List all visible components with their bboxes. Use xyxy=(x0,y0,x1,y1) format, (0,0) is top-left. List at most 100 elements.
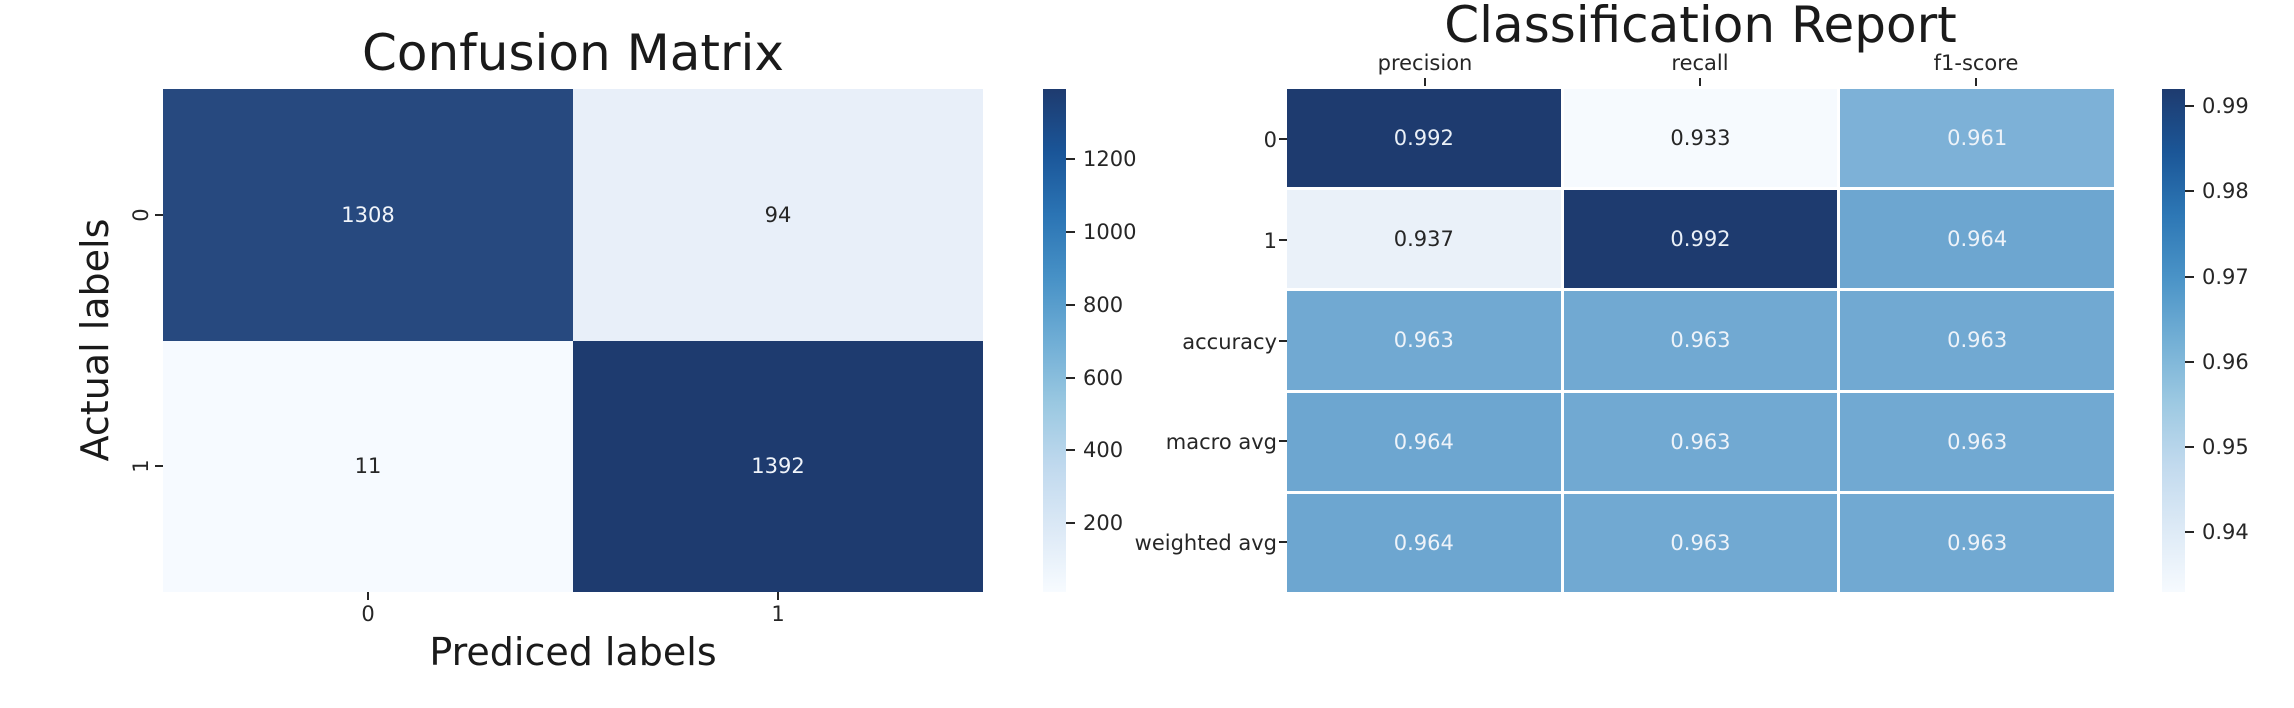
confusion-matrix-cell-0-1: 94 xyxy=(573,89,983,341)
left-tick-mark xyxy=(1279,440,1287,442)
confusion-matrix-heatmap: 1308 94 11 1392 xyxy=(163,89,983,592)
tick-dash xyxy=(1066,303,1075,306)
report-cell: 0.961 xyxy=(1840,89,2114,188)
cell-value: 1308 xyxy=(341,202,395,227)
report-cell: 0.963 xyxy=(1840,392,2114,491)
top-tick-mark xyxy=(1975,78,1977,86)
top-tick-mark xyxy=(1699,78,1701,86)
colorbar-tick-label: 0.94 xyxy=(2202,520,2249,545)
colorbar-tick-label: 0.98 xyxy=(2202,179,2249,204)
cell-value: 0.963 xyxy=(1947,328,2008,353)
report-cell: 0.963 xyxy=(1840,291,2114,390)
cell-value: 0.963 xyxy=(1947,429,2008,454)
row-label-0: 0 xyxy=(1263,128,1277,152)
confusion-matrix-title: Confusion Matrix xyxy=(361,24,785,82)
y-tick-mark xyxy=(155,465,163,467)
left-tick-mark xyxy=(1279,138,1287,140)
x-tick-label-0: 0 xyxy=(361,602,375,626)
tick-dash xyxy=(1066,449,1075,452)
y-axis-label: Actual labels xyxy=(73,218,117,462)
classification-report-heatmap: 0.992 0.933 0.961 0.937 0.992 0.964 0.96… xyxy=(1287,89,2114,592)
colorbar-tick-label: 0.97 xyxy=(2202,264,2249,289)
cell-value: 0.963 xyxy=(1670,429,1731,454)
cell-value: 11 xyxy=(354,454,382,479)
report-cell: 0.963 xyxy=(1563,291,1838,390)
colorbar-tick-label: 800 xyxy=(1083,292,1124,317)
colorbar-tick: 0.99 xyxy=(2185,94,2249,118)
colorbar-tick: 600 xyxy=(1066,366,1123,390)
confusion-matrix-cell-1-1: 1392 xyxy=(573,340,983,592)
cell-value: 0.963 xyxy=(1393,328,1454,353)
confusion-matrix-colorbar-ticks: 1200 1000 800 600 400 200 xyxy=(1066,89,1196,592)
cell-value: 0.963 xyxy=(1947,530,2008,555)
x-tick-mark xyxy=(367,592,369,600)
column-header-f1-score: f1-score xyxy=(1933,51,2019,75)
confusion-matrix-colorbar xyxy=(1043,89,1066,592)
colorbar-tick-label: 0.99 xyxy=(2202,94,2249,119)
cell-value: 0.961 xyxy=(1947,126,2008,151)
tick-dash xyxy=(2185,446,2194,449)
colorbar-tick: 400 xyxy=(1066,438,1123,462)
column-header-recall: recall xyxy=(1671,51,1729,75)
tick-dash xyxy=(2185,361,2194,364)
report-cell: 0.964 xyxy=(1287,493,1561,592)
cell-value: 0.964 xyxy=(1393,530,1454,555)
row-label-weighted-avg: weighted avg xyxy=(1134,531,1277,555)
report-cell: 0.933 xyxy=(1563,89,1838,188)
colorbar-tick-label: 200 xyxy=(1083,511,1124,536)
colorbar-tick-label: 600 xyxy=(1083,365,1124,390)
confusion-matrix-cell-0-0: 1308 xyxy=(163,89,573,341)
report-cell: 0.963 xyxy=(1287,291,1561,390)
colorbar-tick: 200 xyxy=(1066,511,1123,535)
report-cell: 0.963 xyxy=(1563,493,1838,592)
row-label-1: 1 xyxy=(1263,229,1277,253)
cell-value: 0.964 xyxy=(1393,429,1454,454)
colorbar-tick: 800 xyxy=(1066,293,1123,317)
colorbar-tick: 1200 xyxy=(1066,147,1136,171)
tick-dash xyxy=(2185,275,2194,278)
cell-value: 0.964 xyxy=(1947,227,2008,252)
colorbar-tick-label: 400 xyxy=(1083,438,1124,463)
report-cell: 0.963 xyxy=(1563,392,1838,491)
left-tick-mark xyxy=(1279,541,1287,543)
cell-value: 0.992 xyxy=(1670,227,1731,252)
report-cell: 0.937 xyxy=(1287,190,1561,289)
cell-value: 0.933 xyxy=(1670,126,1731,151)
colorbar-tick: 0.95 xyxy=(2185,435,2249,459)
tick-dash xyxy=(2185,105,2194,108)
confusion-matrix-cell-1-0: 11 xyxy=(163,340,573,592)
colorbar-tick-label: 0.96 xyxy=(2202,350,2249,375)
colorbar-tick-label: 0.95 xyxy=(2202,435,2249,460)
colorbar-tick: 0.94 xyxy=(2185,520,2249,544)
row-label-macro-avg: macro avg xyxy=(1165,430,1277,454)
colorbar-tick-label: 1000 xyxy=(1083,219,1137,244)
top-tick-mark xyxy=(1424,78,1426,86)
x-tick-label-1: 1 xyxy=(771,602,785,626)
y-tick-mark xyxy=(155,214,163,216)
colorbar-tick: 0.98 xyxy=(2185,179,2249,203)
cell-value: 0.963 xyxy=(1670,328,1731,353)
cell-value: 0.992 xyxy=(1393,126,1454,151)
y-tick-label-1: 1 xyxy=(129,459,153,473)
tick-dash xyxy=(1066,230,1075,233)
x-tick-mark xyxy=(777,592,779,600)
cell-value: 94 xyxy=(764,202,792,227)
y-tick-label-0: 0 xyxy=(129,208,153,222)
colorbar-tick-label: 1200 xyxy=(1083,146,1137,171)
tick-dash xyxy=(1066,522,1075,525)
x-axis-label: Prediced labels xyxy=(429,630,717,674)
report-cell: 0.964 xyxy=(1287,392,1561,491)
colorbar-tick: 1000 xyxy=(1066,220,1136,244)
cell-value: 0.937 xyxy=(1393,227,1454,252)
report-cell: 0.992 xyxy=(1287,89,1561,188)
colorbar-tick: 0.97 xyxy=(2185,265,2249,289)
tick-dash xyxy=(2185,531,2194,534)
column-header-precision: precision xyxy=(1377,51,1473,75)
cell-value: 0.963 xyxy=(1670,530,1731,555)
classification-report-colorbar xyxy=(2162,89,2185,592)
report-cell: 0.964 xyxy=(1840,190,2114,289)
tick-dash xyxy=(2185,190,2194,193)
classification-report-title: Classification Report xyxy=(1444,0,1957,54)
report-cell: 0.963 xyxy=(1840,493,2114,592)
